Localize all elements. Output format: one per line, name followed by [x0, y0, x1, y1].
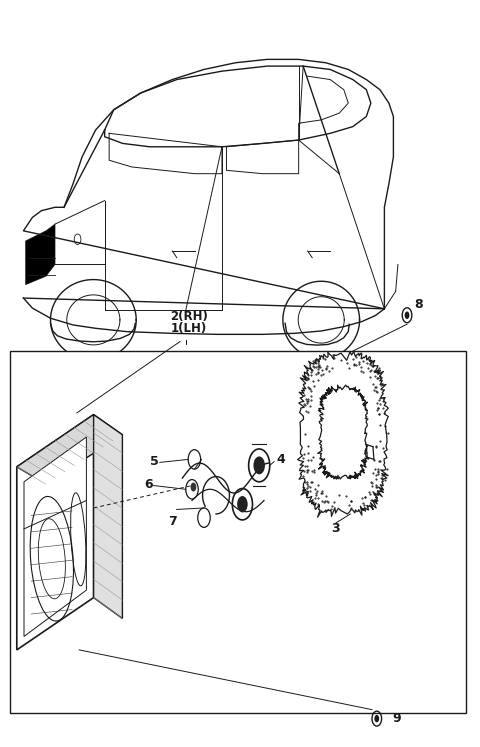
- Circle shape: [253, 456, 265, 474]
- Circle shape: [237, 496, 248, 512]
- Text: 4: 4: [276, 453, 285, 466]
- Text: 3: 3: [332, 522, 340, 536]
- Text: 9: 9: [393, 712, 401, 725]
- Polygon shape: [26, 224, 55, 285]
- Circle shape: [191, 483, 196, 492]
- Polygon shape: [17, 415, 122, 484]
- Text: 2(RH): 2(RH): [170, 311, 208, 323]
- Text: 8: 8: [414, 297, 422, 311]
- Circle shape: [374, 715, 379, 722]
- Text: 5: 5: [150, 455, 158, 468]
- Bar: [10, 351, 466, 713]
- Polygon shape: [94, 415, 122, 619]
- Polygon shape: [24, 437, 86, 636]
- Text: 1(LH): 1(LH): [170, 322, 207, 335]
- Text: 7: 7: [168, 515, 177, 528]
- Polygon shape: [17, 415, 94, 650]
- Circle shape: [405, 311, 409, 319]
- Text: 6: 6: [144, 477, 153, 491]
